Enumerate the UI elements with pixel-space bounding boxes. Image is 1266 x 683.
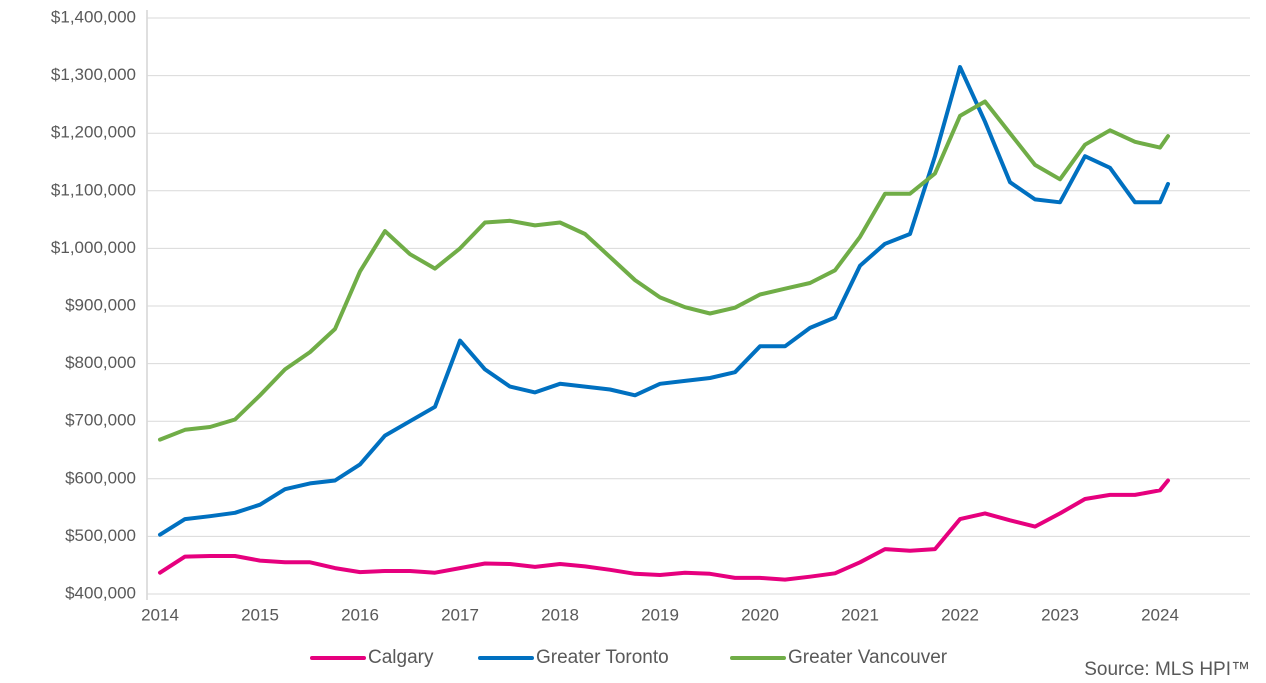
series-line	[158, 478, 1170, 582]
x-tick-label: 2021	[841, 605, 879, 624]
x-tick-label: 2024	[1141, 605, 1179, 624]
y-tick-label: $1,300,000	[51, 65, 136, 84]
series-line	[158, 65, 1170, 537]
source: Source: MLS HPI™	[1084, 659, 1250, 680]
y-tick-label: $1,000,000	[51, 238, 136, 257]
y-tick-label: $700,000	[65, 411, 136, 430]
y-tick-label: $1,200,000	[51, 123, 136, 142]
x-tick-label: 2017	[441, 605, 479, 624]
x-tick-label: 2020	[741, 605, 779, 624]
x-tick-label: 2022	[941, 605, 979, 624]
series-line	[158, 99, 1170, 442]
y-tick-label: $500,000	[65, 526, 136, 545]
y-tick-label: $800,000	[65, 353, 136, 372]
x-tick-label: 2014	[141, 605, 179, 624]
legend-label: Greater Vancouver	[788, 647, 948, 668]
y-tick-label: $400,000	[65, 583, 136, 602]
x-tick-label: 2018	[541, 605, 579, 624]
legend-label: Greater Toronto	[536, 647, 669, 668]
y-tick-label: $1,100,000	[51, 180, 136, 199]
x-tick-label: 2023	[1041, 605, 1079, 624]
x-tick-label: 2015	[241, 605, 279, 624]
y-tick-label: $600,000	[65, 468, 136, 487]
y-tick-label: $900,000	[65, 295, 136, 314]
legend-label: Calgary	[368, 647, 434, 668]
y-tick-label: $1,400,000	[51, 7, 136, 26]
x-tick-label: 2019	[641, 605, 679, 624]
x-tick-label: 2016	[341, 605, 379, 624]
